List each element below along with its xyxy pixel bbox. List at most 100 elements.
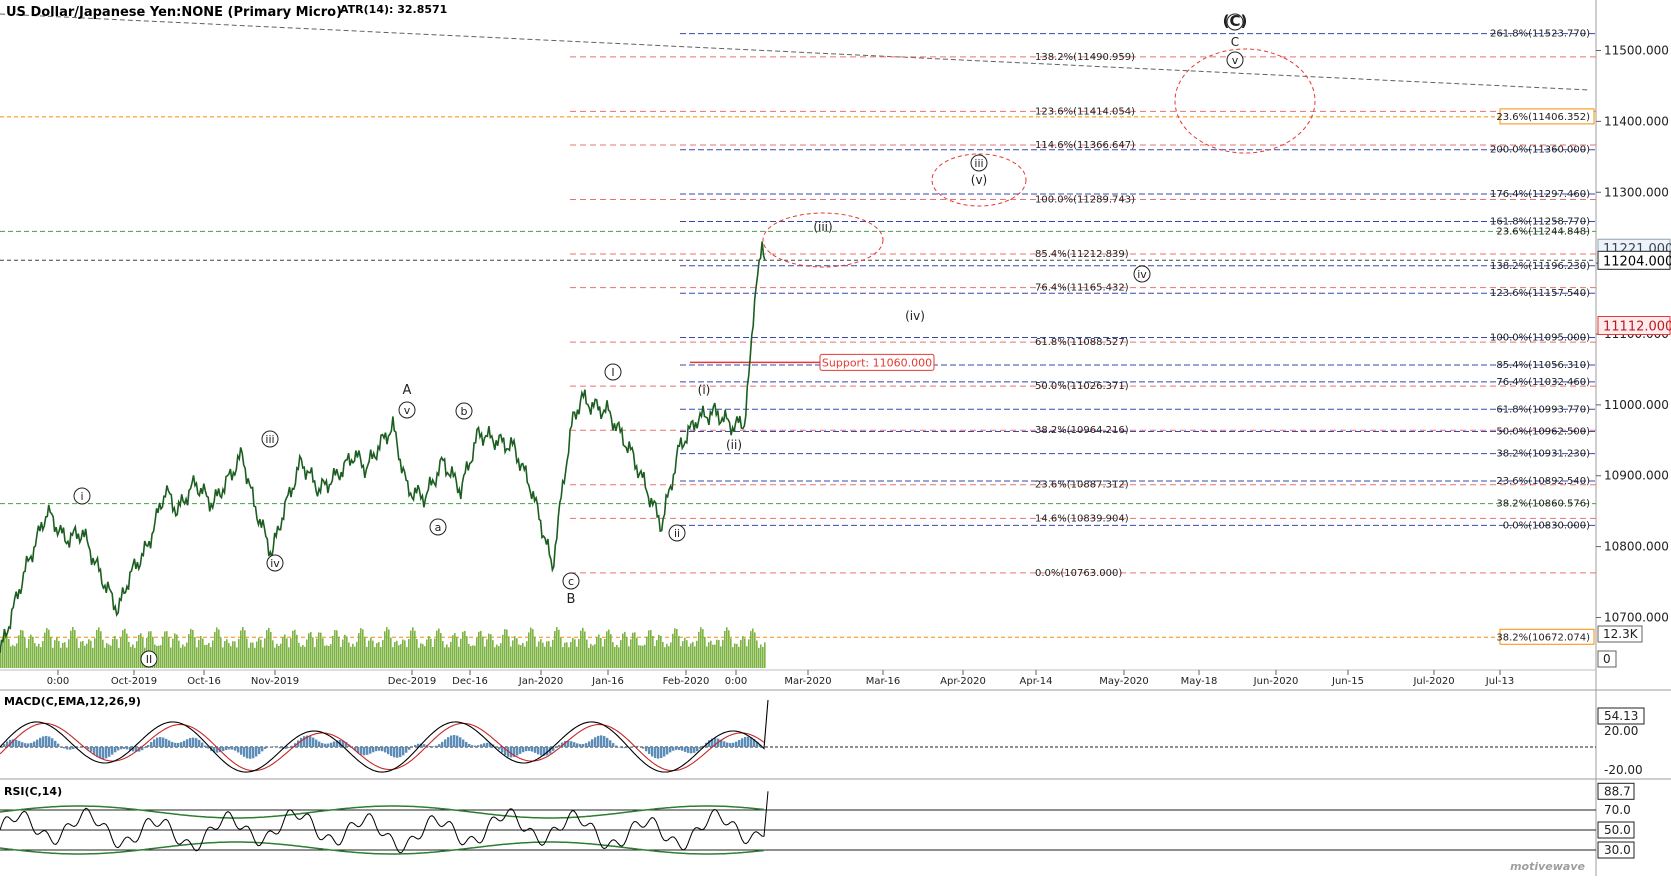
macd-histogram-bar [123,747,125,749]
macd-histogram-bar [243,747,245,757]
macd-histogram-bar [522,747,524,752]
volume-bar [24,637,26,668]
macd-histogram-bar [318,742,320,747]
volume-bar [632,633,634,668]
macd-histogram-bar [261,747,263,751]
macd-histogram-bar [459,737,461,747]
price-pane[interactable] [0,0,1596,670]
macd-histogram-bar [648,747,650,754]
volume-bar [670,642,672,668]
macd-histogram-bar [615,746,617,747]
y-tick-label: 10700.000 [1604,610,1669,624]
volume-bar [374,647,376,668]
macd-histogram-bar [42,736,44,747]
volume-bar [484,647,486,668]
volume-bar [470,646,472,668]
wave-label: a [435,521,442,534]
volume-bar [764,642,766,668]
volume-bar [318,632,320,668]
volume-bar [742,636,744,668]
chart-title: US Dollar/Japanese Yen:NONE (Primary Mic… [6,5,342,20]
volume-bar [334,630,336,668]
volume-bar [136,641,138,668]
right-fib-label: 200.0%(11360.000) [1490,145,1590,156]
macd-histogram-bar [234,747,236,751]
macd-histogram-bar [432,746,434,747]
volume-bar [130,647,132,668]
volume-bar [688,647,690,668]
volume-bar [416,639,418,668]
volume-bar [406,647,408,668]
x-tick-label: Jan-2020 [518,676,563,687]
volume-bar [616,645,618,668]
support-label: Support: 11060.000 [822,356,932,369]
volume-bar [556,627,558,668]
volume-bar [84,646,86,668]
macd-histogram-bar [591,739,593,747]
macd-histogram-bar [18,741,20,747]
x-tick-label: May-2020 [1099,676,1149,687]
volume-bar [40,647,42,668]
volume-bar [718,640,720,668]
volume-bar [500,643,502,668]
volume-bar [22,631,24,668]
macd-tick-label: 54.13 [1604,709,1638,723]
volume-bar [482,637,484,668]
price-axis[interactable] [1596,0,1671,876]
volume-bar [62,643,64,668]
volume-zero: 0 [1603,652,1611,666]
macd-histogram-bar [204,746,206,747]
volume-bar [716,640,718,668]
volume-bar [552,640,554,668]
volume-bar [594,644,596,668]
wave-label: II [146,653,153,666]
volume-bar [578,639,580,668]
volume-bar [536,647,538,668]
macd-histogram-bar [606,738,608,747]
rsi-line [0,791,768,853]
macd-histogram-bar [21,742,23,747]
volume-bar [496,645,498,668]
macd-histogram-bar [558,745,560,747]
volume-bar [8,639,10,668]
macd-histogram-bar [393,747,395,757]
macd-histogram-bar [597,736,599,747]
wave-label: iv [1137,268,1147,281]
macd-histogram-bar [594,737,596,747]
macd-histogram-bar [453,735,455,747]
macd-histogram-bar [390,747,392,756]
x-tick-label: 0:00 [725,676,747,687]
volume-bar [320,633,322,668]
macd-histogram-bar [642,747,644,749]
macd-histogram-bar [651,747,653,756]
macd-histogram-bar [747,737,749,747]
volume-bar [584,631,586,668]
right-fib-label: 38.2%(10860.576) [1496,499,1590,510]
volume-bar [102,640,104,668]
macd-histogram-bar [360,747,362,755]
macd-histogram-bar [171,742,173,747]
volume-bar [64,642,66,668]
volume-bar [710,641,712,668]
volume-bar [638,645,640,668]
volume-bar [166,631,168,668]
volume-bar [522,643,524,668]
x-tick-label: May-18 [1181,676,1218,687]
volume-bar [586,640,588,668]
macd-histogram-bar [3,744,5,747]
volume-bar [752,629,754,668]
volume-bar [270,632,272,668]
volume-bar [244,630,246,668]
volume-bar [238,639,240,668]
macd-histogram-bar [249,747,251,759]
macd-histogram-bar [225,747,227,750]
volume-bar [106,643,108,668]
volume-bar [508,636,510,668]
volume-bar [362,629,364,668]
mid-fib-label: 23.6%(10887.312) [1035,480,1129,491]
volume-bar [70,631,72,668]
volume-bar [30,635,32,668]
macd-histogram-bar [501,747,503,753]
x-tick-label: Mar-2020 [784,676,831,687]
